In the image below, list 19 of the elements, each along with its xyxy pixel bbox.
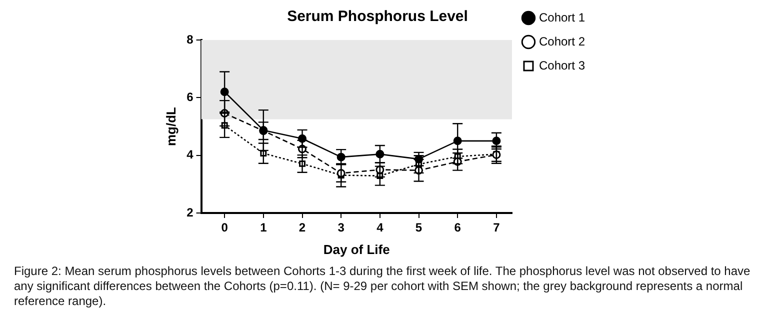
x-tick-label: 3 xyxy=(338,220,345,235)
y-tick-label: 8 xyxy=(186,32,194,46)
x-tick-label: 0 xyxy=(221,220,228,235)
y-tick-label: 2 xyxy=(186,205,194,220)
y-tick-label: 6 xyxy=(186,90,194,104)
chart-title: Serum Phosphorus Level xyxy=(287,8,468,26)
x-tick-label: 6 xyxy=(454,220,462,235)
y-axis-title: mg/dL xyxy=(163,106,178,146)
legend-label: Cohort 2 xyxy=(538,34,586,48)
x-tick-label: 1 xyxy=(260,220,268,235)
x-tick-label: 4 xyxy=(376,220,384,235)
legend-label: Cohort 1 xyxy=(538,10,586,24)
x-tick-label: 2 xyxy=(298,220,306,235)
x-axis-title: Day of Life xyxy=(323,242,390,257)
legend-label: Cohort 3 xyxy=(538,58,586,72)
caption: Figure 2: Mean serum phosphorus levels between Cohorts 1-3 during the first week of life. The phosphorus level was not observed to have any significant differences between the Cohorts (p=0.11). (N= 9-29 per cohort with SEM shown; the grey background represents a normal reference range). xyxy=(14,264,752,309)
x-tick-label: 7 xyxy=(493,220,500,235)
x-tick-label: 5 xyxy=(415,220,422,235)
y-tick-label: 4 xyxy=(186,148,194,162)
